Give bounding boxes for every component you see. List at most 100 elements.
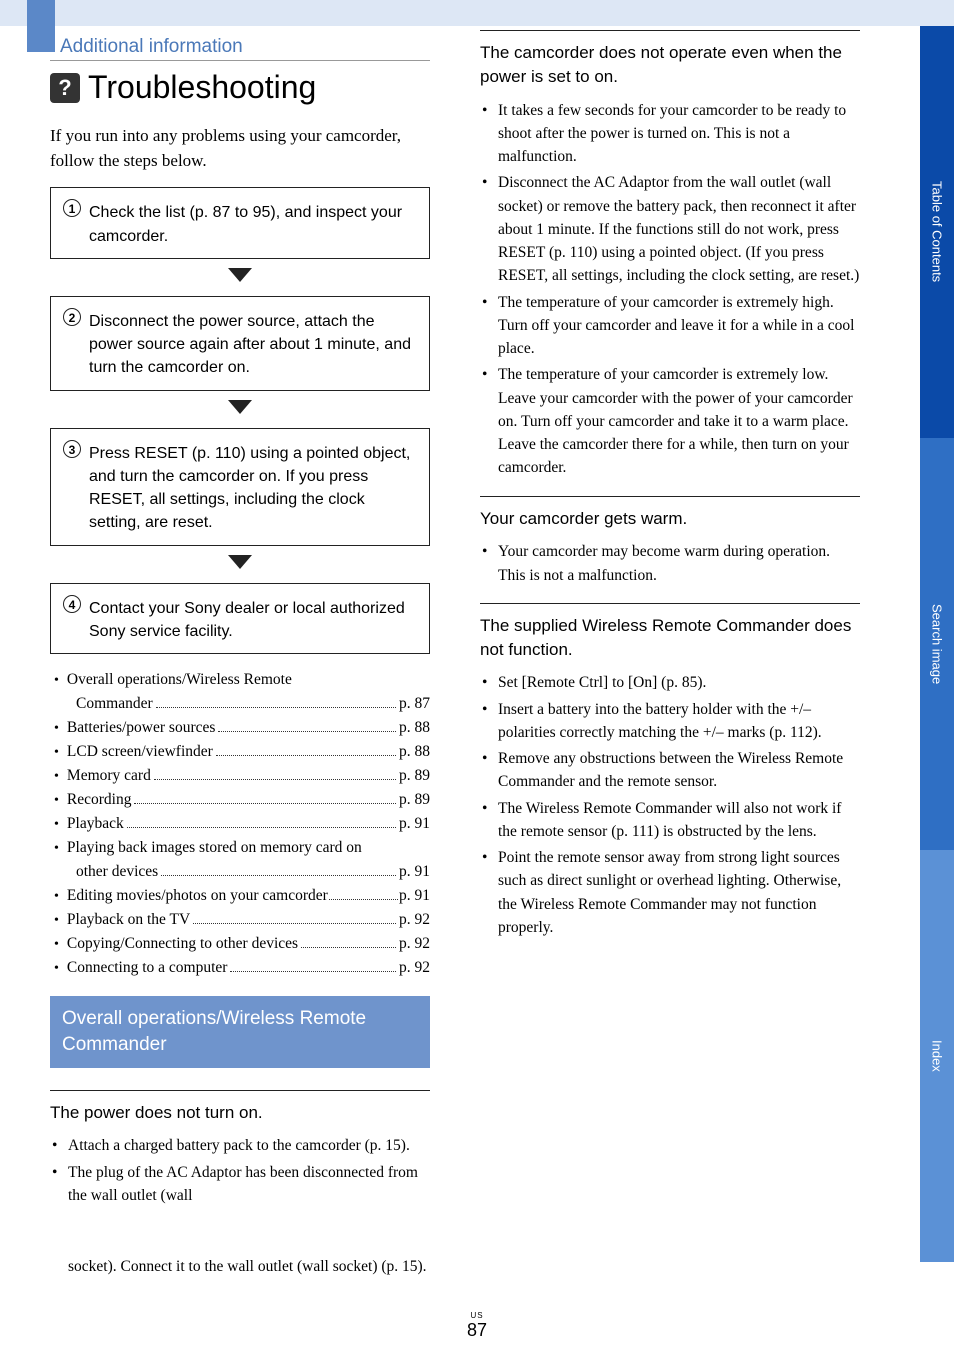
arrow-down-icon <box>50 265 430 290</box>
toc-page: p. 89 <box>399 788 430 812</box>
toc-label: Connecting to a computer <box>67 956 228 980</box>
toc-page: p. 91 <box>399 812 430 836</box>
page-content: Additional information ? Troubleshooting… <box>50 30 860 1300</box>
bullet-item: Remove any obstructions between the Wire… <box>480 747 860 794</box>
top-bar <box>0 0 954 26</box>
toc-item[interactable]: Playback p. 91 <box>50 812 430 836</box>
bullet-item: The temperature of your camcorder is ext… <box>480 291 860 361</box>
toc-item[interactable]: Playback on the TV p. 92 <box>50 908 430 932</box>
toc-item[interactable]: Editing movies/photos on your camcorder p… <box>50 884 430 908</box>
side-tabs: Table of Contents Search image Index <box>920 26 954 1262</box>
problem-bullets: It takes a few seconds for your camcorde… <box>480 99 860 480</box>
problem-title: The supplied Wireless Remote Commander d… <box>480 614 860 662</box>
step-box: 2Disconnect the power source, attach the… <box>50 296 430 391</box>
toc-page: p. 92 <box>399 932 430 956</box>
arrow-down-icon <box>50 397 430 422</box>
toc-label: Batteries/power sources <box>67 716 216 740</box>
toc-page: p. 92 <box>399 908 430 932</box>
step-text: Check the list (p. 87 to 95), and inspec… <box>63 201 417 247</box>
toc-page: p. 87 <box>399 692 430 716</box>
bullet-item: Insert a battery into the battery holder… <box>480 698 860 745</box>
step-number: 2 <box>63 308 81 326</box>
problem-block: The power does not turn on. Attach a char… <box>50 1090 430 1208</box>
toc-item[interactable]: LCD screen/viewfinder p. 88 <box>50 740 430 764</box>
page-footer: US 87 <box>0 1311 954 1341</box>
step-text: Contact your Sony dealer or local author… <box>63 597 417 643</box>
step-box: 4Contact your Sony dealer or local autho… <box>50 583 430 655</box>
toc-list: Overall operations/Wireless RemoteComman… <box>50 668 430 980</box>
toc-leader <box>161 875 396 876</box>
bullet-item: Point the remote sensor away from strong… <box>480 846 860 939</box>
bullet-item: Disconnect the AC Adaptor from the wall … <box>480 171 860 287</box>
tab-table-of-contents[interactable]: Table of Contents <box>920 26 954 438</box>
problem-bullets: Attach a charged battery pack to the cam… <box>50 1134 430 1207</box>
toc-page: p. 91 <box>399 860 430 884</box>
toc-page: p. 91 <box>399 884 430 908</box>
toc-label: Playback on the TV <box>67 908 190 932</box>
bullet-item: It takes a few seconds for your camcorde… <box>480 99 860 169</box>
footer-region: US <box>0 1311 954 1320</box>
toc-label-cont: other devices <box>76 860 158 884</box>
bullet-item: Attach a charged battery pack to the cam… <box>50 1134 430 1157</box>
problem-rule <box>480 603 860 604</box>
bullet-item: Set [Remote Ctrl] to [On] (p. 85). <box>480 671 860 694</box>
toc-leader <box>216 755 396 756</box>
bullet-item: The temperature of your camcorder is ext… <box>480 363 860 479</box>
toc-label: Playback <box>67 812 124 836</box>
step-text: Disconnect the power source, attach the … <box>63 310 417 380</box>
problem-rule <box>480 30 860 31</box>
bullet-item: The Wireless Remote Commander will also … <box>480 797 860 844</box>
toc-label: Copying/Connecting to other devices <box>67 932 298 956</box>
section-rule <box>50 60 430 61</box>
toc-leader <box>193 923 396 924</box>
problem-title: Your camcorder gets warm. <box>480 507 860 531</box>
toc-label: Memory card <box>67 764 151 788</box>
problem-block: The camcorder does not operate even when… <box>480 30 860 480</box>
problem-bullets: Your camcorder may become warm during op… <box>480 540 860 587</box>
toc-leader <box>156 707 396 708</box>
toc-page: p. 88 <box>399 740 430 764</box>
toc-leader <box>127 827 396 828</box>
tab-search-image[interactable]: Search image <box>920 438 954 850</box>
toc-leader <box>301 947 396 948</box>
tab-index[interactable]: Index <box>920 850 954 1262</box>
footer-page-number: 87 <box>467 1320 487 1340</box>
step-box: 3Press RESET (p. 110) using a pointed ob… <box>50 428 430 546</box>
problem-rule <box>480 496 860 497</box>
toc-label: Editing movies/photos on your camcorder <box>67 884 328 908</box>
toc-page: p. 89 <box>399 764 430 788</box>
bullet-item: Your camcorder may become warm during op… <box>480 540 860 587</box>
problem-block: The supplied Wireless Remote Commander d… <box>480 603 860 939</box>
continuation-text: socket). Connect it to the wall outlet (… <box>50 1255 430 1278</box>
step-box: 1Check the list (p. 87 to 95), and inspe… <box>50 187 430 259</box>
step-number: 3 <box>63 440 81 458</box>
toc-leader <box>218 731 396 732</box>
toc-leader <box>154 779 396 780</box>
step-number: 4 <box>63 595 81 613</box>
question-icon: ? <box>50 73 80 103</box>
subsection-heading: Overall operations/Wireless Remote Comma… <box>50 996 430 1067</box>
toc-item[interactable]: Memory card p. 89 <box>50 764 430 788</box>
problem-title: The camcorder does not operate even when… <box>480 41 860 89</box>
toc-leader <box>230 971 396 972</box>
arrow-down-icon <box>50 552 430 577</box>
toc-item[interactable]: Playing back images stored on memory car… <box>50 836 430 884</box>
toc-label: Recording <box>67 788 132 812</box>
problem-bullets: Set [Remote Ctrl] to [On] (p. 85). Insert… <box>480 671 860 939</box>
intro-text: If you run into any problems using your … <box>50 124 430 173</box>
toc-page: p. 88 <box>399 716 430 740</box>
page-title-text: Troubleshooting <box>88 69 316 106</box>
toc-leader <box>329 899 398 900</box>
toc-label-cont: Commander <box>76 692 153 716</box>
step-text: Press RESET (p. 110) using a pointed obj… <box>63 442 417 535</box>
toc-item[interactable]: Recording p. 89 <box>50 788 430 812</box>
toc-item[interactable]: Copying/Connecting to other devices p. 92 <box>50 932 430 956</box>
toc-item[interactable]: Overall operations/Wireless RemoteComman… <box>50 668 430 716</box>
page-title: ? Troubleshooting <box>50 69 430 106</box>
toc-label: LCD screen/viewfinder <box>67 740 213 764</box>
toc-label: Playing back images stored on memory car… <box>67 836 417 860</box>
toc-item[interactable]: Connecting to a computerp. 92 <box>50 956 430 980</box>
problem-title: The power does not turn on. <box>50 1101 430 1125</box>
toc-item[interactable]: Batteries/power sources p. 88 <box>50 716 430 740</box>
step-number: 1 <box>63 199 81 217</box>
